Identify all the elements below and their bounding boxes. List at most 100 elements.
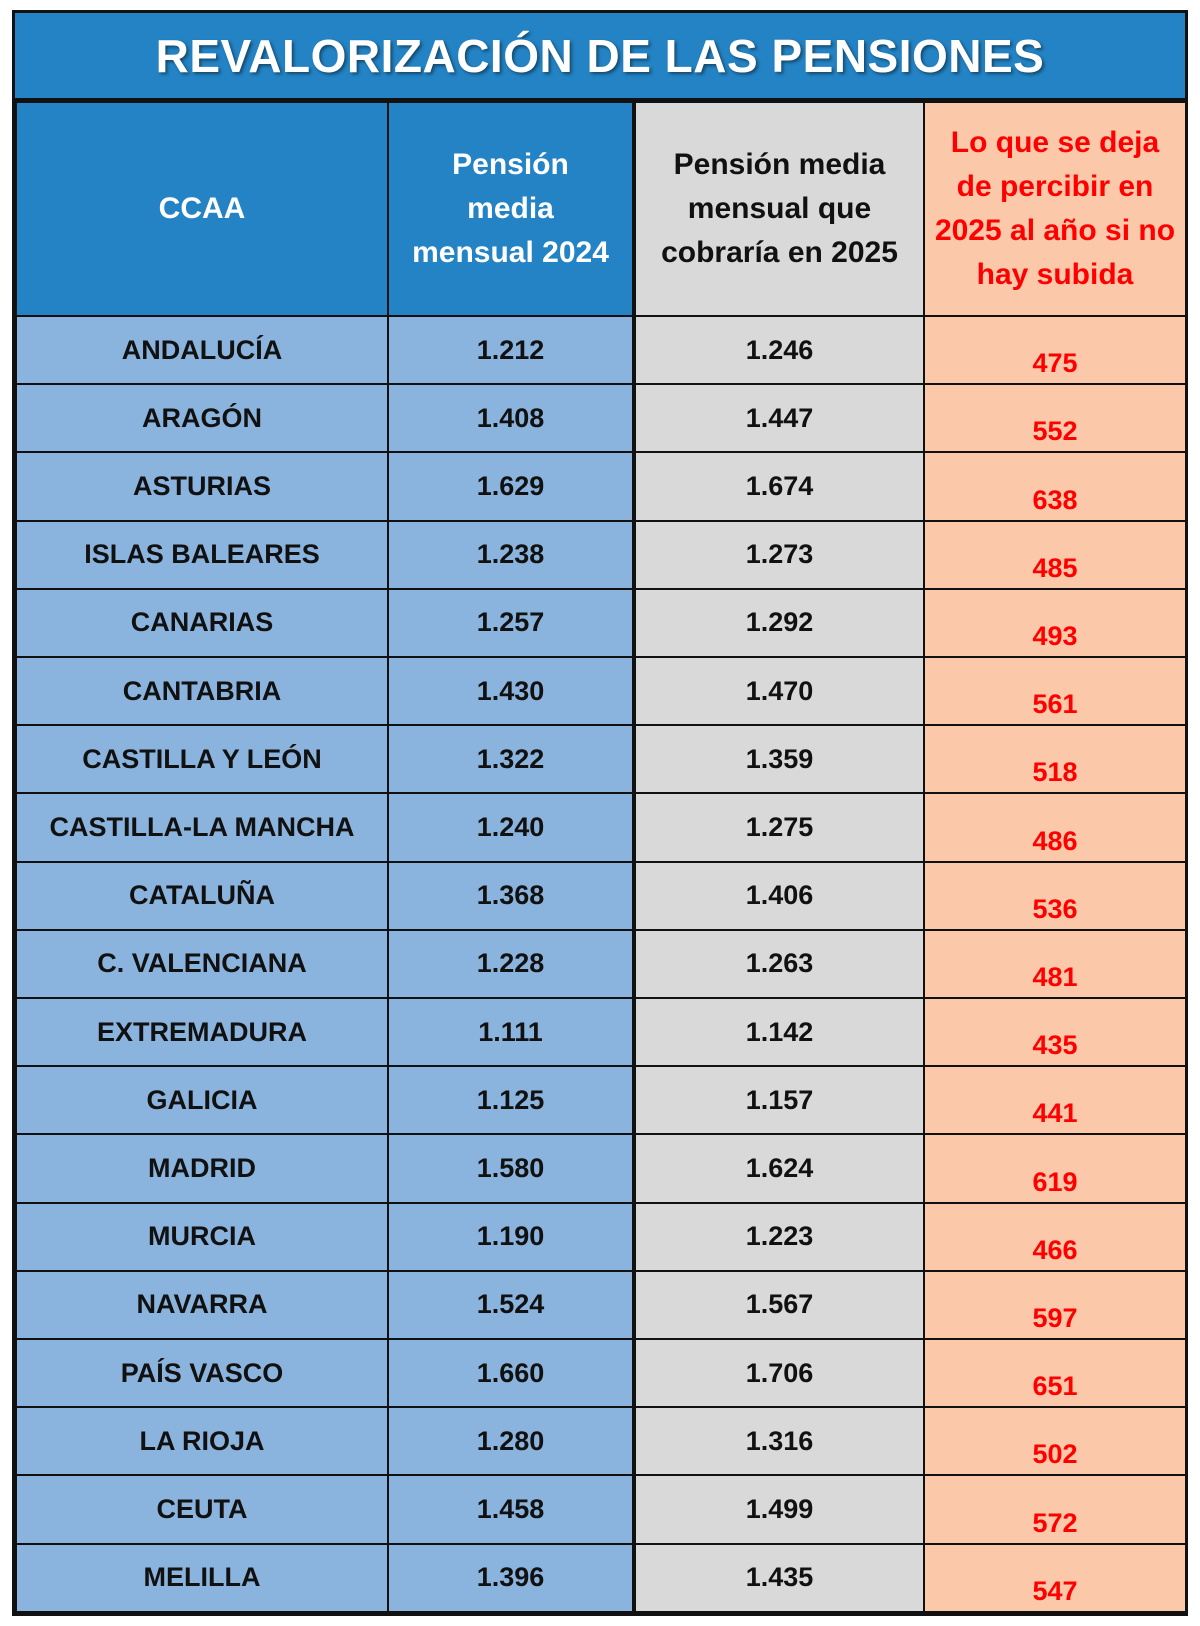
cell-loss: 481	[923, 928, 1187, 1000]
header-loss-text: Lo que se deja de percibir en 2025 al añ…	[934, 126, 1176, 291]
cell-pension-2024: 1.280	[387, 1406, 636, 1477]
cell-loss: 552	[923, 383, 1187, 454]
table-row: ASTURIAS 1.629 1.674 638	[15, 451, 1187, 522]
cell-ccaa: CEUTA	[15, 1474, 389, 1545]
table-row: MURCIA 1.190 1.223 466	[15, 1201, 1187, 1272]
table-row: ARAGÓN 1.408 1.447 552	[15, 383, 1187, 454]
cell-loss: 502	[923, 1406, 1187, 1477]
cell-pension-2025: 1.499	[633, 1474, 925, 1545]
cell-ccaa: ASTURIAS	[15, 451, 389, 522]
table-row: PAÍS VASCO 1.660 1.706 651	[15, 1338, 1187, 1409]
cell-loss: 572	[923, 1474, 1187, 1545]
cell-loss: 597	[923, 1269, 1187, 1341]
cell-ccaa: CASTILLA-LA MANCHA	[15, 792, 389, 863]
table-row: CASTILLA Y LEÓN 1.322 1.359 518	[15, 724, 1187, 795]
table-row: MELILLA 1.396 1.435 547	[15, 1542, 1187, 1614]
cell-pension-2024: 1.228	[387, 928, 636, 1000]
cell-pension-2024: 1.580	[387, 1133, 636, 1204]
cell-loss: 441	[923, 1065, 1187, 1136]
table-title: REVALORIZACIÓN DE LAS PENSIONES	[15, 13, 1185, 101]
cell-pension-2024: 1.396	[387, 1542, 636, 1614]
header-pension-2024: Pensión media mensual 2024	[387, 101, 636, 317]
cell-loss: 486	[923, 792, 1187, 863]
header-ccaa: CCAA	[15, 101, 389, 317]
cell-ccaa: MELILLA	[15, 1542, 389, 1614]
cell-pension-2025: 1.273	[633, 519, 925, 590]
cell-loss: 547	[923, 1542, 1187, 1614]
cell-pension-2025: 1.263	[633, 928, 925, 1000]
cell-pension-2025: 1.142	[633, 997, 925, 1068]
cell-ccaa: NAVARRA	[15, 1269, 389, 1341]
cell-pension-2024: 1.629	[387, 451, 636, 522]
cell-pension-2025: 1.447	[633, 383, 925, 454]
table-row: CATALUÑA 1.368 1.406 536	[15, 860, 1187, 931]
cell-pension-2025: 1.624	[633, 1133, 925, 1204]
cell-loss: 561	[923, 656, 1187, 727]
cell-pension-2025: 1.470	[633, 656, 925, 727]
header-loss: Lo que se deja de percibir en 2025 al añ…	[923, 101, 1187, 317]
cell-loss: 638	[923, 451, 1187, 522]
cell-loss: 619	[923, 1133, 1187, 1204]
cell-loss: 466	[923, 1201, 1187, 1272]
table-row: MADRID 1.580 1.624 619	[15, 1133, 1187, 1204]
table-row: ANDALUCÍA 1.212 1.246 475	[15, 314, 1187, 386]
table-row: CEUTA 1.458 1.499 572	[15, 1474, 1187, 1545]
cell-ccaa: CATALUÑA	[15, 860, 389, 931]
table-row: NAVARRA 1.524 1.567 597	[15, 1269, 1187, 1341]
cell-pension-2025: 1.223	[633, 1201, 925, 1272]
cell-ccaa: GALICIA	[15, 1065, 389, 1136]
cell-loss: 536	[923, 860, 1187, 931]
header-row: CCAA Pensión media mensual 2024 Pensión …	[15, 101, 1187, 317]
cell-pension-2024: 1.408	[387, 383, 636, 454]
cell-pension-2024: 1.257	[387, 587, 636, 659]
cell-ccaa: MADRID	[15, 1133, 389, 1204]
cell-loss: 475	[923, 314, 1187, 386]
cell-pension-2025: 1.359	[633, 724, 925, 795]
cell-loss: 485	[923, 519, 1187, 590]
cell-ccaa: EXTREMADURA	[15, 997, 389, 1068]
cell-ccaa: CANTABRIA	[15, 656, 389, 727]
table-row: CANTABRIA 1.430 1.470 561	[15, 656, 1187, 727]
cell-pension-2025: 1.674	[633, 451, 925, 522]
table-row: CASTILLA-LA MANCHA 1.240 1.275 486	[15, 792, 1187, 863]
cell-pension-2025: 1.157	[633, 1065, 925, 1136]
cell-ccaa: LA RIOJA	[15, 1406, 389, 1477]
cell-ccaa: ANDALUCÍA	[15, 314, 389, 386]
table-body: ANDALUCÍA 1.212 1.246 475 ARAGÓN 1.408 1.447 55…	[15, 314, 1187, 1614]
cell-ccaa: ISLAS BALEARES	[15, 519, 389, 590]
pension-table-frame: REVALORIZACIÓN DE LAS PENSIONES CCAA Pen…	[12, 10, 1188, 1616]
header-pension-2024-text: Pensión media mensual 2024	[412, 148, 609, 269]
cell-pension-2024: 1.524	[387, 1269, 636, 1341]
cell-pension-2025: 1.316	[633, 1406, 925, 1477]
cell-pension-2024: 1.660	[387, 1338, 636, 1409]
cell-pension-2024: 1.190	[387, 1201, 636, 1272]
cell-pension-2025: 1.406	[633, 860, 925, 931]
cell-ccaa: MURCIA	[15, 1201, 389, 1272]
cell-ccaa: ARAGÓN	[15, 383, 389, 454]
cell-loss: 651	[923, 1338, 1187, 1409]
table-row: GALICIA 1.125 1.157 441	[15, 1065, 1187, 1136]
cell-pension-2025: 1.435	[633, 1542, 925, 1614]
cell-pension-2024: 1.240	[387, 792, 636, 863]
header-pension-2025: Pensión media mensual que cobraría en 20…	[633, 101, 925, 317]
table-row: LA RIOJA 1.280 1.316 502	[15, 1406, 1187, 1477]
pension-table: CCAA Pensión media mensual 2024 Pensión …	[15, 101, 1187, 1614]
cell-pension-2025: 1.706	[633, 1338, 925, 1409]
cell-pension-2024: 1.368	[387, 860, 636, 931]
cell-pension-2024: 1.458	[387, 1474, 636, 1545]
table-row: ISLAS BALEARES 1.238 1.273 485	[15, 519, 1187, 590]
cell-pension-2025: 1.275	[633, 792, 925, 863]
cell-ccaa: PAÍS VASCO	[15, 1338, 389, 1409]
table-row: C. VALENCIANA 1.228 1.263 481	[15, 928, 1187, 1000]
cell-ccaa: C. VALENCIANA	[15, 928, 389, 1000]
cell-loss: 435	[923, 997, 1187, 1068]
cell-pension-2025: 1.246	[633, 314, 925, 386]
cell-loss: 493	[923, 587, 1187, 659]
cell-loss: 518	[923, 724, 1187, 795]
cell-pension-2024: 1.322	[387, 724, 636, 795]
table-row: EXTREMADURA 1.111 1.142 435	[15, 997, 1187, 1068]
cell-pension-2024: 1.238	[387, 519, 636, 590]
table-row: CANARIAS 1.257 1.292 493	[15, 587, 1187, 659]
cell-pension-2025: 1.292	[633, 587, 925, 659]
cell-pension-2024: 1.111	[387, 997, 636, 1068]
